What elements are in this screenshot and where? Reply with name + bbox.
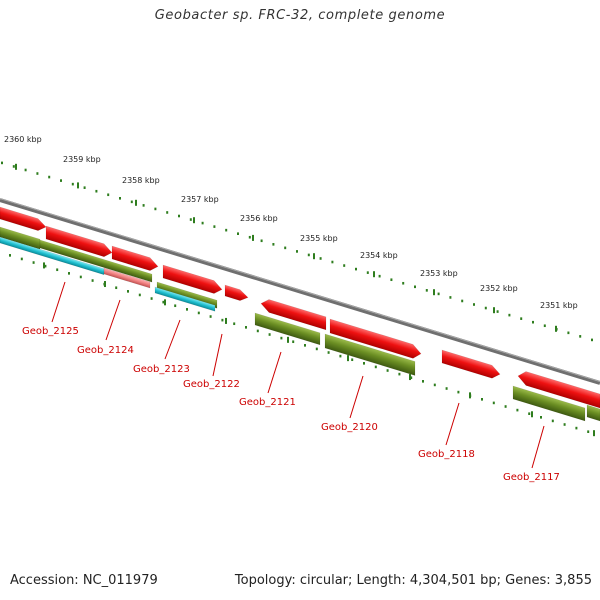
ruler-label: 2353 kbp <box>420 269 458 278</box>
map-title: Geobacter sp. FRC-32, complete genome <box>154 8 446 23</box>
reverse-cds <box>512 385 586 422</box>
reverse-cds <box>39 239 153 283</box>
gene-leader-line <box>445 402 460 446</box>
gene-label: Geob_2118 <box>418 449 475 460</box>
gene-leader-line <box>164 319 181 360</box>
inner-ruler-ticks <box>9 254 595 437</box>
gene-label: Geob_2120 <box>321 422 378 433</box>
forward-cds <box>45 225 113 257</box>
ruler-label: 2358 kbp <box>122 176 160 185</box>
gene-leader-line <box>531 425 545 469</box>
forward-cds <box>441 349 501 379</box>
gene-features <box>0 206 600 422</box>
rna-feature <box>154 286 216 312</box>
ruler-label: 2356 kbp <box>240 214 278 223</box>
gene-leader-line <box>105 299 121 341</box>
forward-cds <box>517 371 600 409</box>
gene-label: Geob_2125 <box>22 326 79 337</box>
ruler-label: 2351 kbp <box>540 301 578 310</box>
ruler-label: 2357 kbp <box>181 195 219 204</box>
reverse-cds <box>324 333 416 376</box>
reverse-cds <box>254 312 321 346</box>
accession-text: Accession: NC_011979 <box>10 573 158 588</box>
pseudo-feature <box>103 267 151 289</box>
ruler-label: 2352 kbp <box>480 284 518 293</box>
ruler-labels: 2360 kbp 2359 kbp 2358 kbp 2357 kbp 2356 kbp… <box>4 135 578 310</box>
ruler-label: 2360 kbp <box>4 135 42 144</box>
gene-leader-line <box>267 351 282 394</box>
gene-label: Geob_2124 <box>77 345 134 356</box>
forward-cds <box>162 264 223 294</box>
ruler-ticks <box>1 161 593 342</box>
gene-label: Geob_2123 <box>133 364 190 375</box>
gene-leader-line <box>51 281 66 323</box>
ruler-label: 2354 kbp <box>360 251 398 260</box>
rna-feature <box>0 236 105 276</box>
forward-cds <box>224 284 249 301</box>
forward-cds <box>260 299 327 331</box>
genome-summary-text: Topology: circular; Length: 4,304,501 bp… <box>234 573 592 588</box>
ruler-label: 2359 kbp <box>63 155 101 164</box>
gene-leader-line <box>212 333 223 377</box>
ruler-label: 2355 kbp <box>300 234 338 243</box>
genome-backbone-highlight <box>0 198 600 383</box>
gene-leader-line <box>349 375 364 419</box>
gene-label: Geob_2117 <box>503 472 560 483</box>
gene-labels: Geob_2125 Geob_2124 Geob_2123 Geob_2122 Geob… <box>22 281 560 483</box>
forward-cds <box>329 318 422 359</box>
forward-cds <box>0 206 47 231</box>
gene-label: Geob_2121 <box>239 397 296 408</box>
genome-backbone <box>0 198 600 385</box>
forward-cds <box>111 245 159 271</box>
gene-label: Geob_2122 <box>183 379 240 390</box>
reverse-cds <box>586 404 600 422</box>
